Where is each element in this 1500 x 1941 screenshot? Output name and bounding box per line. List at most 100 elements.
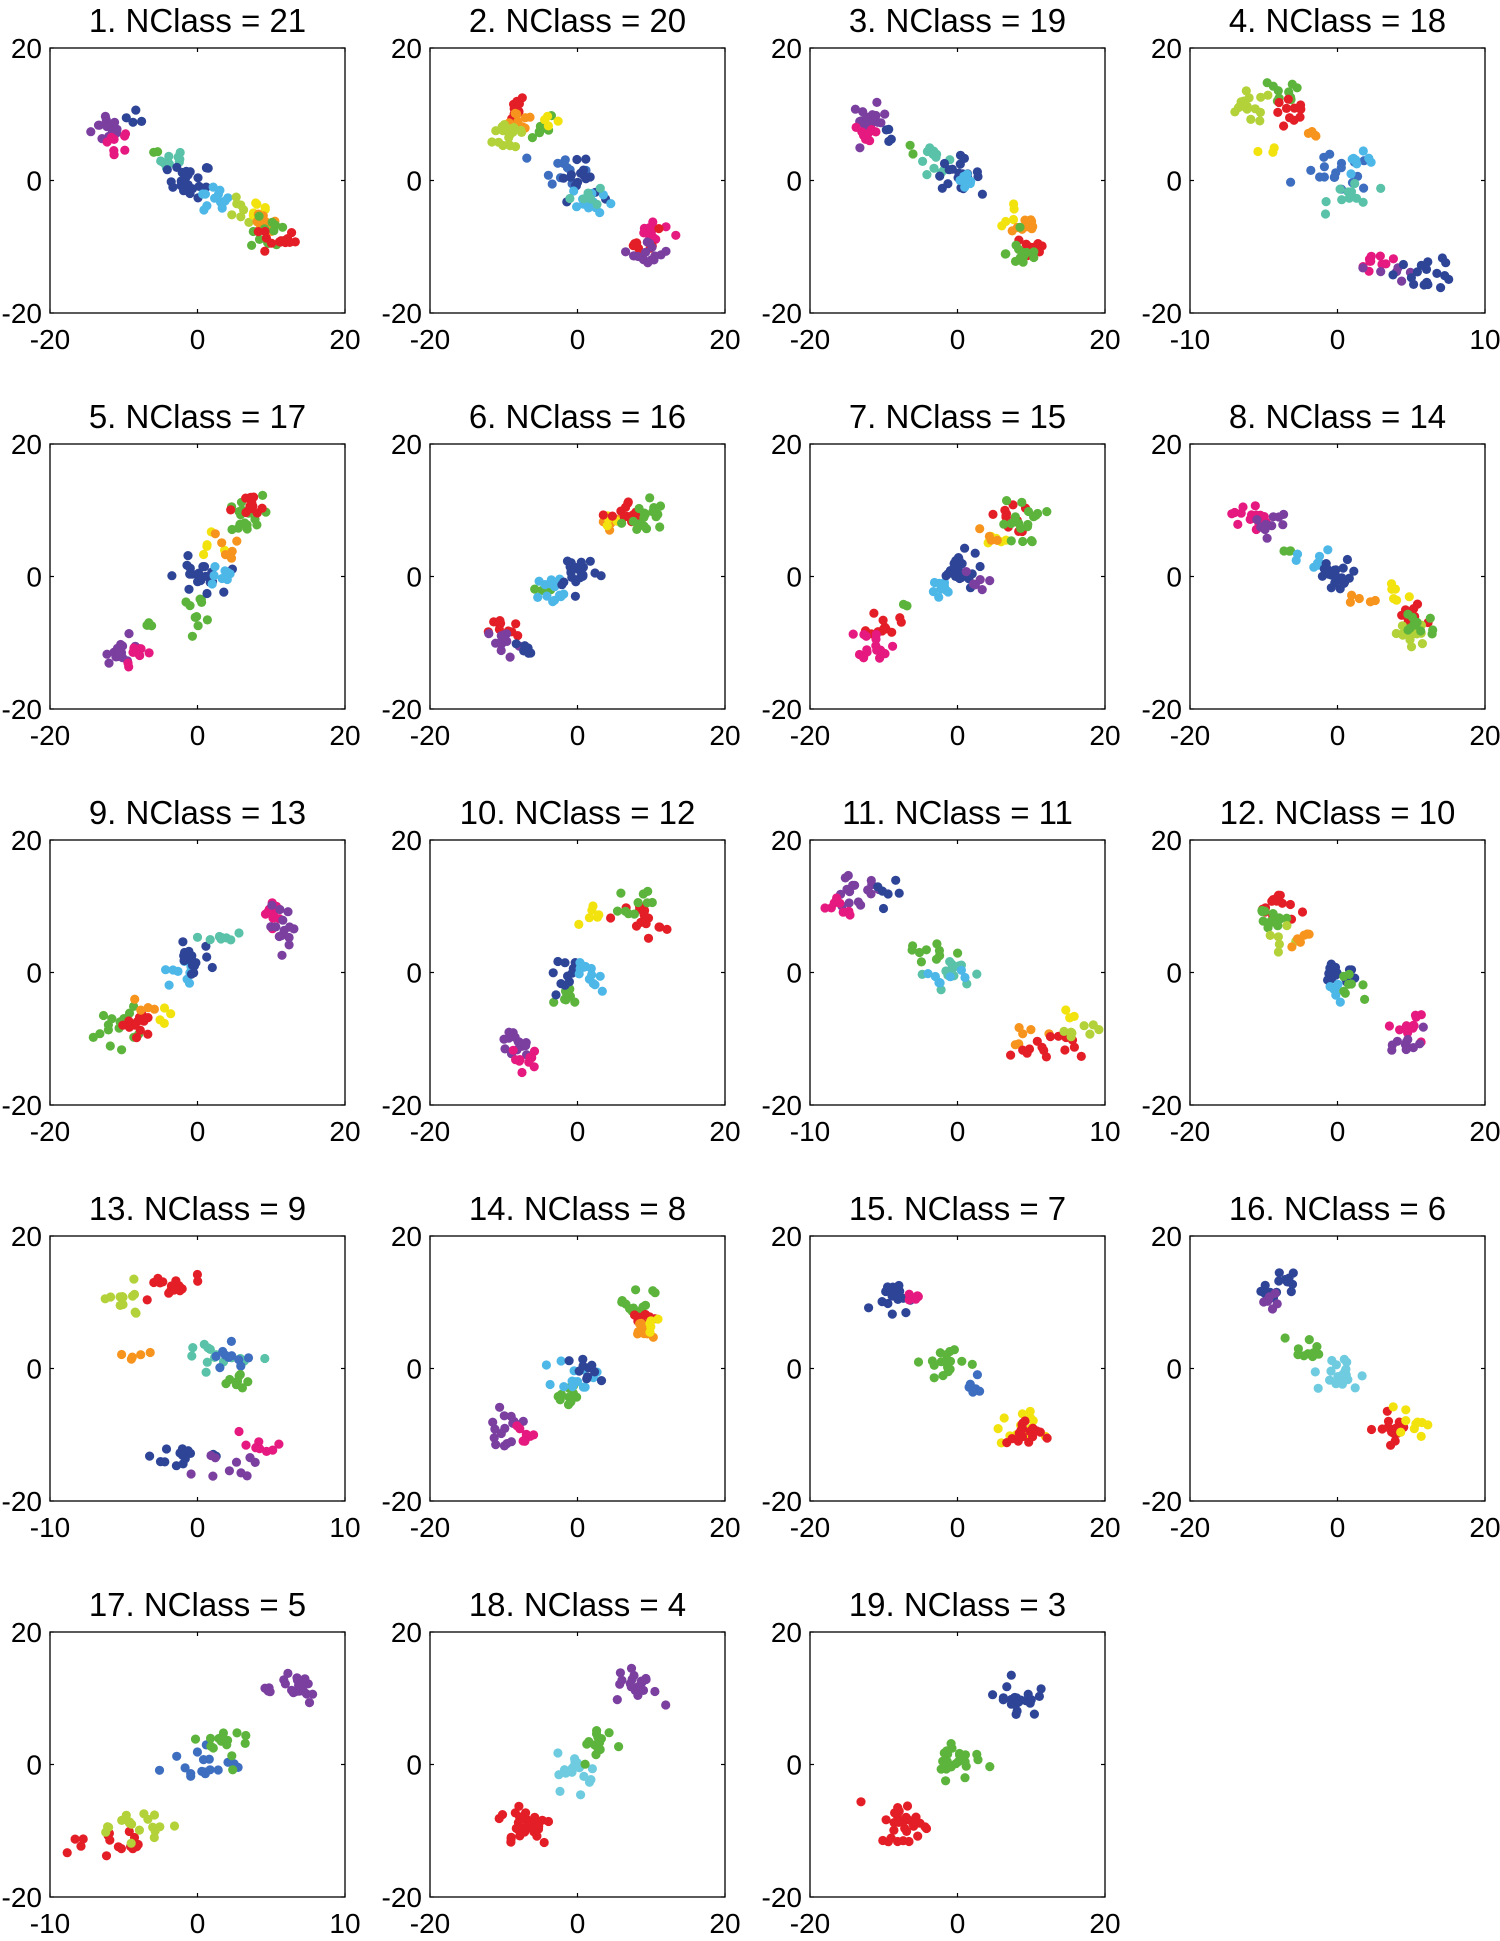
data-point <box>241 1440 251 1450</box>
data-point <box>632 524 642 535</box>
y-tick-label: 20 <box>771 1617 802 1648</box>
data-point <box>148 1822 158 1832</box>
data-point <box>203 1343 213 1353</box>
x-tick-label: -20 <box>1170 720 1210 751</box>
data-point <box>278 915 288 925</box>
scatter-points <box>1256 1268 1433 1450</box>
data-point <box>215 1363 225 1373</box>
data-point <box>546 575 556 585</box>
data-point <box>187 960 197 970</box>
data-point <box>1326 583 1336 593</box>
data-point <box>263 907 273 917</box>
data-point <box>1423 1420 1433 1430</box>
data-point <box>159 1003 170 1013</box>
data-point <box>855 143 865 153</box>
data-point <box>233 523 243 533</box>
data-point <box>1274 97 1284 108</box>
subplot-5: 5. NClass = 17 -20 0 20 20 0 -20 <box>2 398 361 751</box>
data-point <box>972 1370 983 1380</box>
data-point <box>1416 1431 1426 1441</box>
data-point <box>500 1044 510 1054</box>
data-point <box>580 1759 590 1769</box>
data-point <box>100 111 110 121</box>
data-point <box>629 1670 639 1681</box>
data-point <box>285 922 295 932</box>
data-point <box>578 1354 588 1364</box>
data-point <box>1273 890 1284 900</box>
data-point <box>129 1274 139 1284</box>
data-point <box>237 1383 247 1393</box>
data-point <box>559 1382 569 1392</box>
data-point <box>205 1733 216 1743</box>
data-point <box>218 1728 228 1738</box>
data-point <box>530 1812 540 1822</box>
data-point <box>124 1826 134 1837</box>
x-tick-label: 0 <box>190 1908 206 1939</box>
data-point <box>1397 276 1407 286</box>
data-point <box>1323 545 1333 555</box>
data-point <box>553 116 563 126</box>
data-point <box>639 512 649 523</box>
data-point <box>914 947 925 958</box>
data-point <box>186 1469 196 1479</box>
x-tick-label: 10 <box>329 1908 360 1939</box>
scatter-points <box>88 898 299 1055</box>
data-point <box>555 1395 565 1405</box>
data-point <box>968 579 979 589</box>
data-point <box>598 510 608 520</box>
data-point <box>183 551 193 561</box>
data-point <box>856 1797 866 1807</box>
data-point <box>1345 597 1355 607</box>
data-point <box>547 179 557 189</box>
data-point <box>967 1359 977 1369</box>
data-point <box>1440 271 1450 281</box>
data-point <box>506 1437 516 1447</box>
data-point <box>258 490 268 500</box>
data-point <box>251 198 261 208</box>
data-point <box>1350 1383 1360 1393</box>
data-point <box>585 172 595 182</box>
subplot-title: 15. NClass = 7 <box>849 1190 1066 1227</box>
data-point <box>1366 256 1376 266</box>
data-point <box>1335 997 1345 1007</box>
data-point <box>1308 1348 1319 1358</box>
x-tick-label: 0 <box>570 1512 586 1543</box>
data-point <box>941 1355 952 1365</box>
data-point <box>629 251 639 261</box>
y-tick-label: 20 <box>391 33 422 64</box>
y-tick-label: 20 <box>11 1221 42 1252</box>
data-point <box>1358 197 1368 207</box>
data-point <box>109 146 119 156</box>
data-point <box>1319 152 1329 162</box>
x-tick-label: 0 <box>950 1908 966 1939</box>
data-point <box>645 1327 655 1337</box>
y-tick-label: 20 <box>1151 429 1182 460</box>
data-point <box>1381 259 1391 269</box>
data-point <box>587 970 597 980</box>
data-point <box>583 1363 594 1373</box>
data-point <box>1436 283 1446 293</box>
data-point <box>1018 536 1028 547</box>
data-point <box>644 223 655 233</box>
data-point <box>1413 1417 1423 1427</box>
data-point <box>905 140 915 150</box>
data-point <box>186 1769 196 1779</box>
data-point <box>542 591 552 601</box>
y-tick-label: -20 <box>382 298 422 329</box>
data-point <box>275 904 285 915</box>
data-point <box>1006 536 1016 546</box>
data-point <box>1320 209 1331 219</box>
data-point <box>209 570 219 581</box>
data-point <box>204 1754 214 1764</box>
data-point <box>254 211 264 221</box>
data-point <box>1256 92 1266 102</box>
data-point <box>513 631 523 641</box>
data-point <box>1417 639 1427 649</box>
data-point <box>961 567 971 577</box>
data-point <box>169 1821 180 1831</box>
data-point <box>269 226 279 236</box>
data-point <box>533 592 543 603</box>
data-point <box>192 1747 202 1757</box>
data-point <box>569 186 579 196</box>
data-point <box>208 1471 218 1481</box>
